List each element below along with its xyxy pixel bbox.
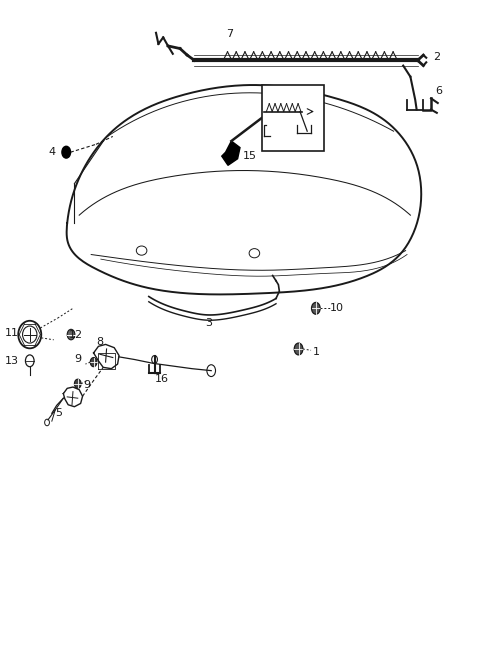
Circle shape	[294, 343, 303, 355]
Text: 8: 8	[96, 337, 103, 348]
Text: 12: 12	[69, 329, 83, 340]
Text: 15: 15	[242, 151, 257, 161]
Text: 6: 6	[436, 85, 443, 96]
Text: 1: 1	[313, 346, 320, 357]
Text: 2: 2	[433, 52, 440, 62]
FancyBboxPatch shape	[262, 85, 324, 151]
Text: 10: 10	[330, 303, 344, 314]
Circle shape	[312, 302, 320, 314]
Text: 3: 3	[205, 318, 212, 328]
Text: 9: 9	[74, 354, 81, 365]
Circle shape	[62, 146, 71, 158]
Text: 7: 7	[226, 29, 233, 39]
Circle shape	[90, 358, 97, 367]
Text: 11: 11	[5, 328, 19, 338]
Polygon shape	[222, 141, 240, 165]
Text: 4: 4	[48, 147, 55, 157]
Circle shape	[67, 329, 75, 340]
Text: 5: 5	[55, 408, 62, 419]
Text: 9: 9	[83, 380, 90, 390]
Text: 16: 16	[155, 374, 169, 384]
Text: 13: 13	[5, 356, 19, 367]
Circle shape	[74, 379, 81, 388]
